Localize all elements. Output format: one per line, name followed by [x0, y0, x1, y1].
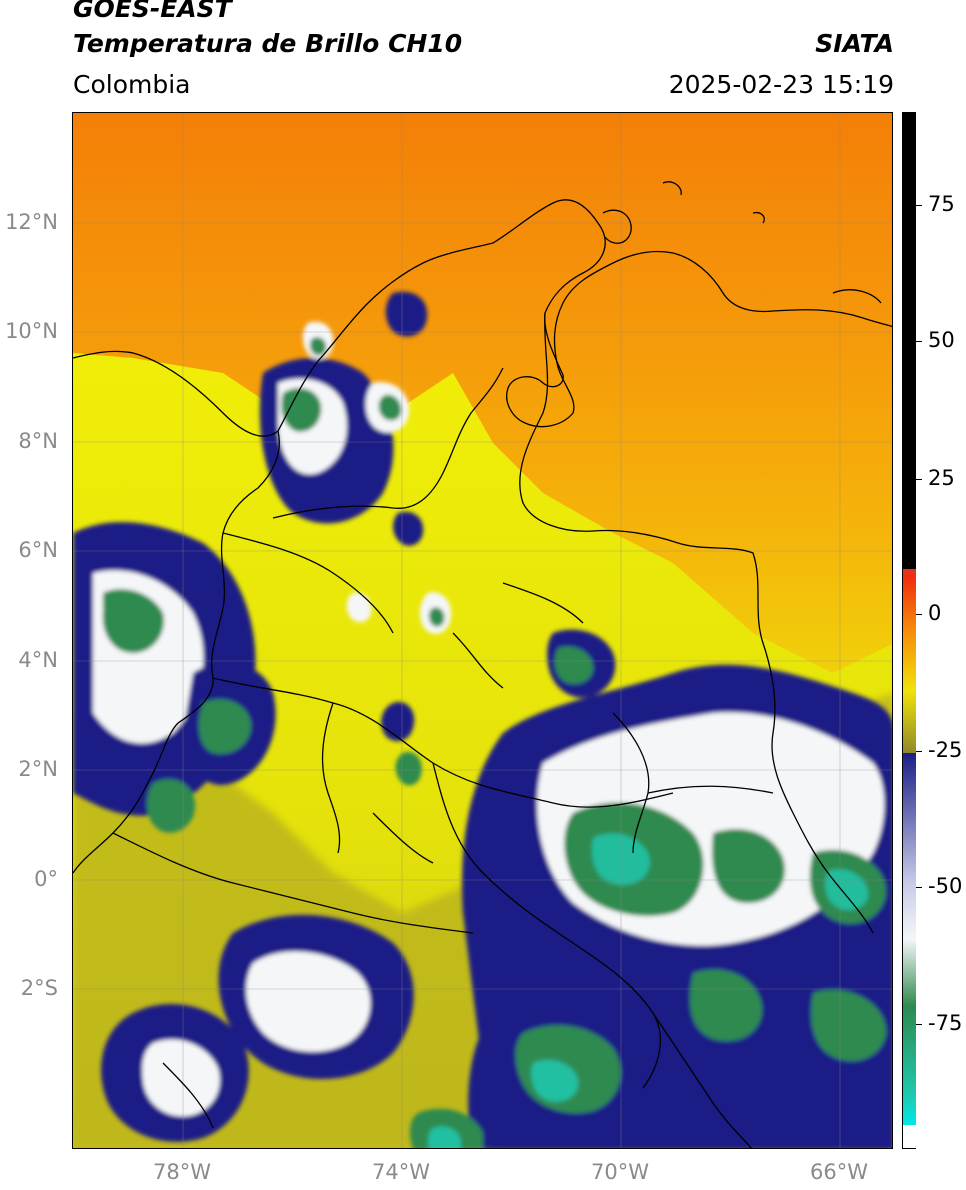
- colorbar-label: -25: [928, 738, 963, 762]
- colorbar-label: 0: [928, 601, 942, 625]
- lon-tick-label: 74°W: [372, 1160, 430, 1184]
- brightness-temperature-map: [72, 112, 893, 1149]
- lat-tick-label: 8°N: [18, 429, 58, 453]
- product-title: Temperatura de Brillo CH10: [73, 29, 463, 58]
- colorbar-label: 50: [928, 328, 955, 352]
- colorbar-ramp: [903, 113, 916, 1148]
- lat-tick-label: 2°S: [20, 976, 58, 1000]
- datetime-label: 2025-02-23 15:19: [668, 70, 894, 99]
- colorbar-tick: [916, 205, 922, 206]
- lat-tick-label: 6°N: [18, 538, 58, 562]
- colorbar-label: -50: [928, 874, 963, 898]
- lon-tick-label: 78°W: [153, 1160, 211, 1184]
- cloud-clusters: [73, 291, 892, 1148]
- region-label: Colombia: [73, 70, 191, 99]
- colombia-border: [519, 312, 874, 934]
- lat-tick-label: 2°N: [18, 757, 58, 781]
- lon-tick-label: 70°W: [591, 1160, 649, 1184]
- caribbean-coastline: [73, 199, 892, 437]
- colorbar-tick: [916, 341, 922, 342]
- brand-label: SIATA: [815, 29, 894, 58]
- gridlines: [73, 113, 892, 1148]
- lat-tick-label: 10°N: [5, 319, 58, 343]
- lat-tick-label: 4°N: [18, 648, 58, 672]
- satellite-title: GOES-EAST: [73, 0, 232, 23]
- colorbar-label: -75: [928, 1011, 963, 1035]
- lon-tick-label: 66°W: [810, 1160, 868, 1184]
- map-canvas: [73, 113, 892, 1148]
- colorbar: [902, 112, 916, 1149]
- colorbar-tick: [916, 479, 922, 480]
- colorbar-tick: [916, 1024, 922, 1025]
- colorbar-label: 25: [928, 466, 955, 490]
- colorbar-tick: [916, 614, 922, 615]
- boundaries: [73, 181, 892, 1148]
- colorbar-tick: [916, 887, 922, 888]
- lat-tick-label: 0°: [34, 867, 58, 891]
- colorbar-tick: [916, 751, 922, 752]
- lat-tick-label: 12°N: [5, 210, 58, 234]
- colorbar-label: 75: [928, 192, 955, 216]
- pacific-coastline: [73, 430, 280, 874]
